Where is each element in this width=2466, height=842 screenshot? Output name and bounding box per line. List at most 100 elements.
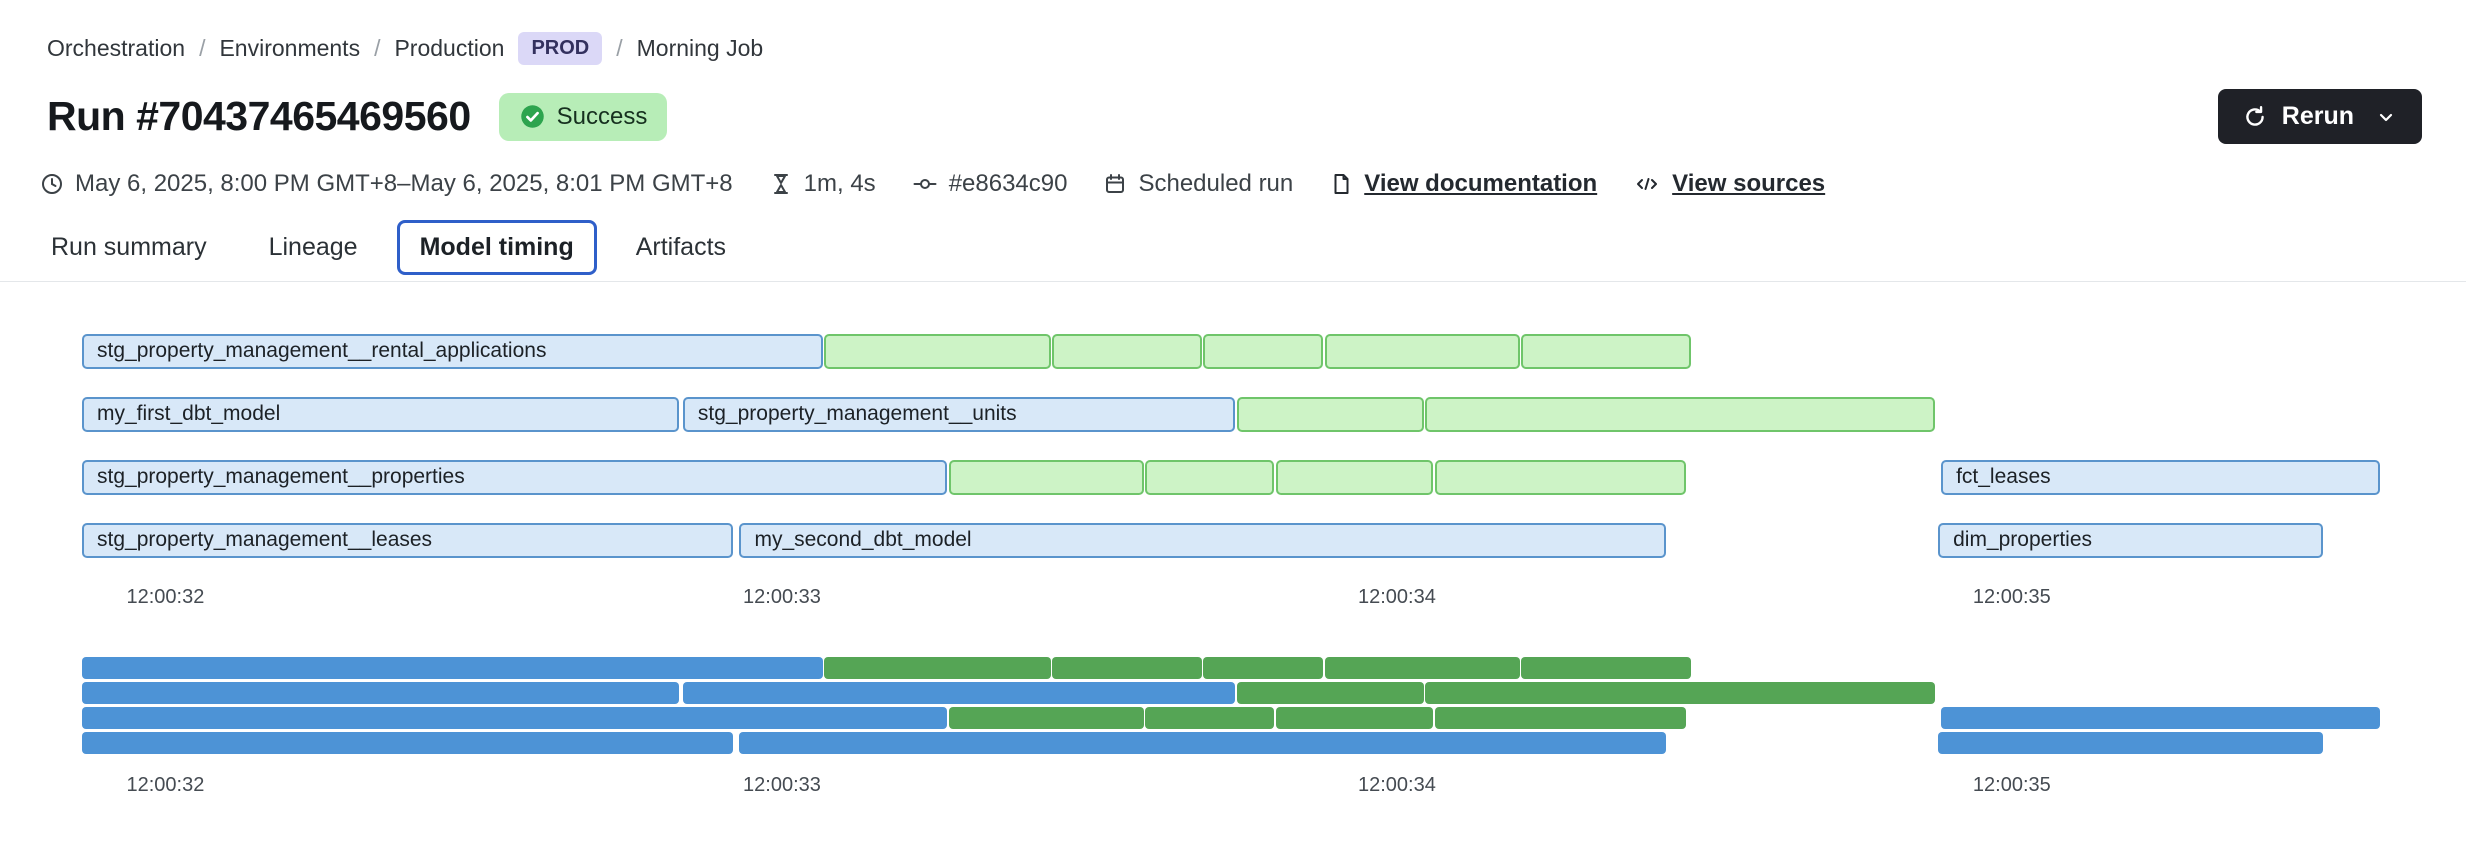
tabs-divider — [0, 281, 2466, 282]
run-trigger: Scheduled run — [1103, 170, 1293, 198]
gantt-bar[interactable] — [948, 460, 1144, 495]
gantt-bar[interactable] — [824, 334, 1052, 369]
gantt-bar[interactable]: stg_property_management__properties — [82, 460, 948, 495]
document-icon — [1334, 174, 1349, 194]
minimap-bar[interactable] — [1236, 682, 1424, 704]
env-prod-badge: PROD — [518, 32, 603, 65]
code-icon — [1637, 178, 1658, 190]
minimap-bar[interactable] — [82, 732, 734, 754]
run-duration: 1m, 4s — [769, 170, 876, 198]
gantt-main-area: stg_property_management__rental_applicat… — [82, 334, 2380, 560]
gantt-bar[interactable] — [1203, 334, 1323, 369]
time-tick-label: 12:00:34 — [1357, 586, 1436, 608]
time-tick-label: 12:00:33 — [743, 774, 821, 796]
gantt-bar[interactable]: stg_property_management__rental_applicat… — [82, 334, 823, 369]
minimap-bar[interactable] — [82, 657, 823, 679]
gantt-bar[interactable]: stg_property_management__leases — [82, 523, 734, 558]
breadcrumb-morning-job[interactable]: Morning Job — [636, 35, 764, 61]
minimap-bar[interactable] — [824, 657, 1052, 679]
run-commit: #e8634c90 — [912, 170, 1068, 198]
time-tick-label: 12:00:34 — [1357, 774, 1436, 796]
minimap-bar[interactable] — [1434, 707, 1687, 729]
minimap-bar[interactable] — [682, 682, 1235, 704]
breadcrumb-separator: / — [374, 35, 381, 61]
gantt-main-time-axis: 12:00:32 12:00:33 12:00:34 12:00:35 — [82, 586, 2380, 616]
rerun-button[interactable]: Rerun — [2217, 89, 2422, 144]
hourglass-icon — [773, 174, 788, 194]
view-documentation[interactable]: View documentation — [1329, 170, 1597, 198]
breadcrumb-orchestration[interactable]: Orchestration — [47, 35, 186, 61]
gantt-bar[interactable]: fct_leases — [1941, 460, 2380, 495]
breadcrumb: Orchestration / Environments / Productio… — [0, 0, 2466, 65]
time-tick-label: 12:00:32 — [126, 586, 205, 608]
minimap-bar[interactable] — [1941, 707, 2380, 729]
run-trigger-text: Scheduled run — [1138, 170, 1294, 197]
breadcrumb-separator: / — [199, 35, 206, 61]
gantt-bar[interactable] — [1434, 460, 1687, 495]
minimap-bar[interactable] — [1145, 707, 1275, 729]
minimap-bar[interactable] — [1052, 657, 1202, 679]
breadcrumb-production[interactable]: Production — [394, 35, 505, 61]
minimap-row — [82, 682, 2380, 704]
minimap-row — [82, 657, 2380, 679]
run-duration-text: 1m, 4s — [803, 170, 876, 197]
minimap-bar[interactable] — [82, 707, 948, 729]
time-tick-label: 12:00:35 — [1972, 774, 2051, 796]
refresh-icon — [2246, 105, 2264, 126]
gantt-bar[interactable] — [1521, 334, 1692, 369]
breadcrumb-separator: / — [616, 35, 623, 61]
minimap-bar[interactable] — [739, 732, 1666, 754]
minimap-row — [82, 732, 2380, 754]
gantt-bar[interactable]: stg_property_management__units — [682, 397, 1235, 432]
tab-lineage[interactable]: Lineage — [246, 220, 381, 275]
minimap-bar[interactable] — [1521, 657, 1692, 679]
view-sources[interactable]: View sources — [1633, 170, 1825, 198]
tab-model-timing[interactable]: Model timing — [396, 220, 597, 275]
gantt-minimap-time-axis: 12:00:32 12:00:33 12:00:34 12:00:35 — [82, 774, 2380, 804]
gantt-bar[interactable] — [1275, 460, 1433, 495]
minimap-bar[interactable] — [1425, 682, 1935, 704]
page-title: Run #70437465469560 — [47, 93, 471, 139]
gantt-bar[interactable] — [1236, 397, 1424, 432]
tab-run-summary[interactable]: Run summary — [28, 220, 230, 275]
run-time-range: May 6, 2025, 8:00 PM GMT+8–May 6, 2025, … — [40, 170, 733, 198]
gantt-bar[interactable]: my_first_dbt_model — [82, 397, 680, 432]
minimap-bar[interactable] — [1203, 657, 1323, 679]
gantt-minimap-area[interactable] — [82, 657, 2380, 757]
status-badge-label: Success — [556, 102, 648, 130]
title-row: Run #70437465469560 Success Rerun — [0, 89, 2466, 144]
gantt-bar[interactable] — [1324, 334, 1520, 369]
view-documentation-link[interactable]: View documentation — [1364, 170, 1598, 197]
gantt-bar[interactable] — [1052, 334, 1202, 369]
rerun-button-label: Rerun — [2281, 102, 2354, 130]
gantt-bar[interactable] — [1145, 460, 1275, 495]
time-tick-label: 12:00:33 — [743, 586, 821, 608]
gantt-bar[interactable] — [1425, 397, 1935, 432]
minimap-bar[interactable] — [82, 682, 680, 704]
check-circle-icon — [520, 105, 544, 128]
gantt-row: stg_property_management__rental_applicat… — [82, 334, 2380, 369]
minimap-bar[interactable] — [1324, 657, 1520, 679]
commit-icon — [913, 179, 937, 189]
status-badge: Success — [498, 92, 668, 141]
gantt-row: stg_property_management__leases my_second… — [82, 523, 2380, 558]
gantt-bar[interactable]: dim_properties — [1938, 523, 2324, 558]
calendar-icon — [1106, 174, 1125, 193]
minimap-bar[interactable] — [1938, 732, 2324, 754]
chevron-down-icon — [2379, 113, 2393, 121]
run-time-range-text: May 6, 2025, 8:00 PM GMT+8–May 6, 2025, … — [75, 170, 733, 197]
time-tick-label: 12:00:35 — [1972, 586, 2051, 608]
minimap-bar[interactable] — [1275, 707, 1433, 729]
view-sources-link[interactable]: View sources — [1672, 170, 1826, 197]
clock-icon — [42, 174, 62, 194]
run-commit-text: #e8634c90 — [948, 170, 1068, 197]
rerun-dropdown-toggle[interactable] — [2374, 105, 2398, 129]
model-timing-chart: stg_property_management__rental_applicat… — [82, 334, 2380, 812]
gantt-row: stg_property_management__properties fct_l… — [82, 460, 2380, 495]
tab-artifacts[interactable]: Artifacts — [613, 220, 749, 275]
run-tabs: Run summary Lineage Model timing Artifac… — [0, 220, 2466, 275]
gantt-bar[interactable]: my_second_dbt_model — [739, 523, 1666, 558]
breadcrumb-environments[interactable]: Environments — [219, 35, 361, 61]
minimap-bar[interactable] — [948, 707, 1144, 729]
